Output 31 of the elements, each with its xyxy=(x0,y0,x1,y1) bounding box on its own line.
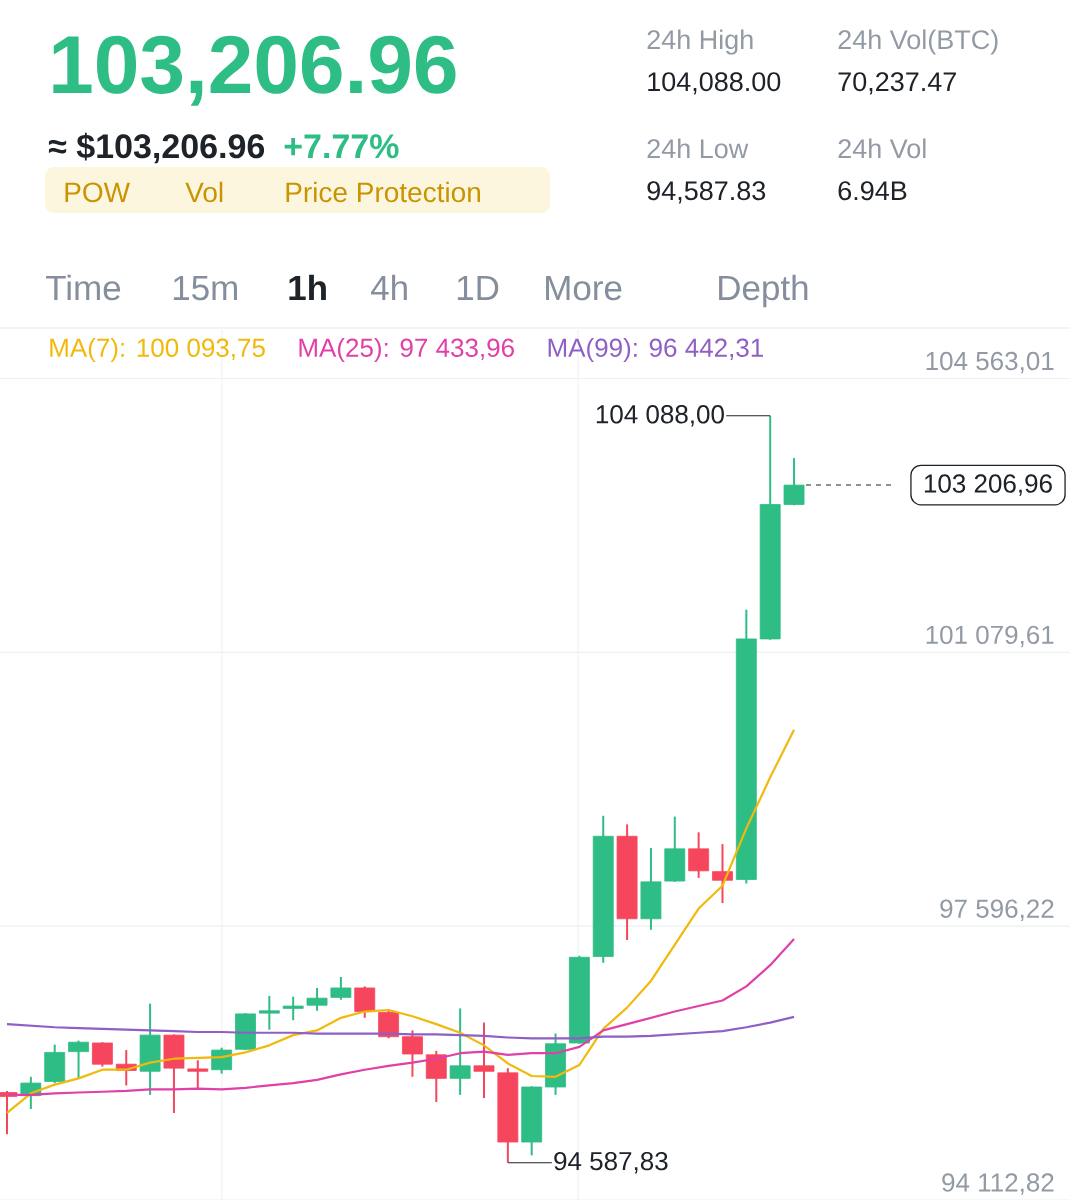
text: 24h Low xyxy=(647,138,749,159)
y-tick-label: 101 079,61 xyxy=(926,625,1054,648)
text: +7.77% xyxy=(284,134,399,159)
text: 24h Vol(BTC) xyxy=(838,29,998,55)
text: More xyxy=(546,275,622,301)
ref-line-label: 103 206,96 xyxy=(924,474,1052,496)
y-tick-label: 94 112,82 xyxy=(942,1173,1054,1195)
text: Time xyxy=(45,274,121,301)
text: 15m xyxy=(173,275,237,301)
annotation: 104 088,00 xyxy=(596,405,724,427)
text: 24h High xyxy=(647,29,753,55)
text: MA(7): 100 093,75 xyxy=(50,337,265,363)
y-tick-label: 97 596,22 xyxy=(940,899,1054,921)
chart-title: 103,206.96 xyxy=(53,35,456,106)
text: 1h xyxy=(289,274,326,300)
text: Vol xyxy=(185,181,223,203)
text: 104,088.00 xyxy=(648,72,781,95)
text: Price Protection xyxy=(286,181,480,203)
text: 4h xyxy=(371,274,407,300)
text: 1D xyxy=(457,275,499,300)
text: ≈ $103,206.96 xyxy=(48,132,265,164)
text: MA(25): 97 433,96 xyxy=(299,337,514,363)
y-tick-label: 104 563,01 xyxy=(926,351,1054,374)
text: Depth xyxy=(719,274,808,308)
text: MA(99): 96 442,31 xyxy=(548,337,763,363)
text: POW xyxy=(65,182,130,203)
text: 94,587.83 xyxy=(647,181,766,204)
annotation: 94 587,83 xyxy=(554,1151,668,1174)
text: 6.94B xyxy=(838,181,907,201)
text: 70,237.47 xyxy=(838,72,956,95)
text: 24h Vol xyxy=(838,138,926,159)
